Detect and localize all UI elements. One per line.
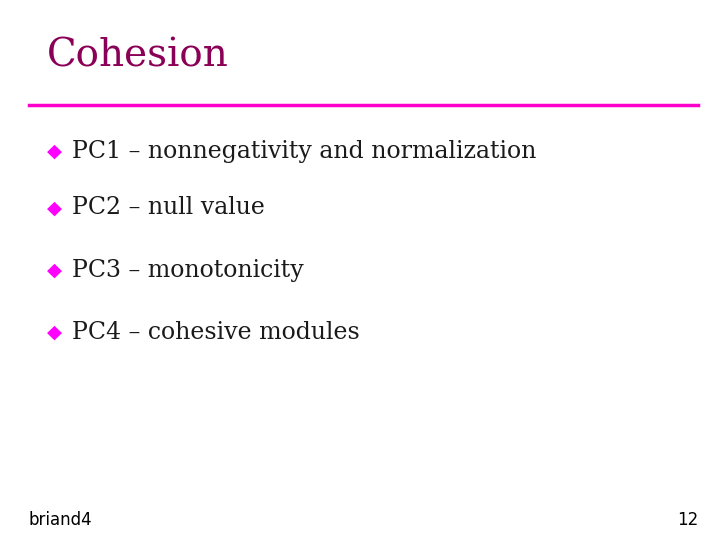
Text: ◆: ◆ <box>47 260 61 280</box>
Text: PC3 – monotonicity: PC3 – monotonicity <box>72 259 304 281</box>
Text: PC2 – null value: PC2 – null value <box>72 197 265 219</box>
Text: PC4 – cohesive modules: PC4 – cohesive modules <box>72 321 360 343</box>
Text: ◆: ◆ <box>47 141 61 161</box>
Text: Cohesion: Cohesion <box>47 38 229 75</box>
Text: ◆: ◆ <box>47 198 61 218</box>
Text: PC1 – nonnegativity and normalization: PC1 – nonnegativity and normalization <box>72 140 536 163</box>
Text: ◆: ◆ <box>47 322 61 342</box>
Text: 12: 12 <box>677 511 698 529</box>
Text: briand4: briand4 <box>29 511 92 529</box>
